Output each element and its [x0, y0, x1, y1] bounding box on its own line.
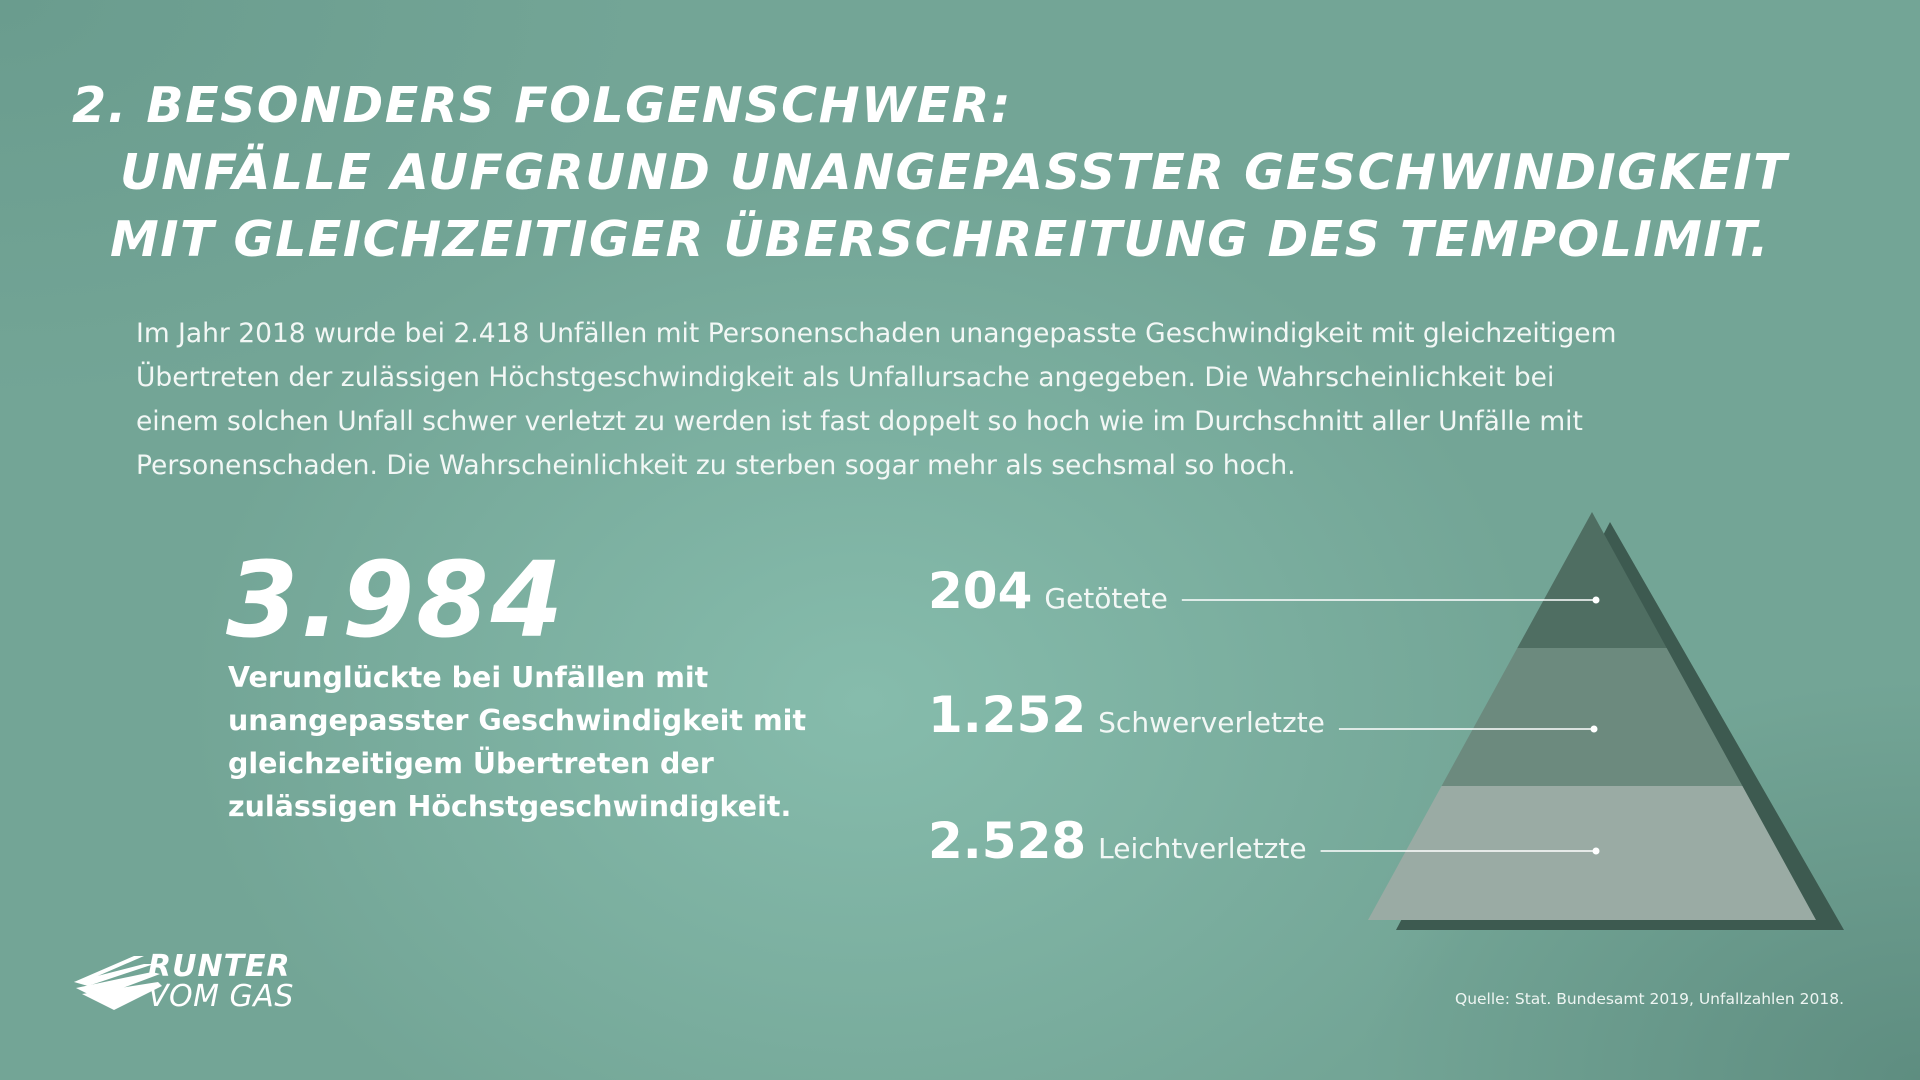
intro-line-1: Im Jahr 2018 wurde bei 2.418 Unfällen mi… [136, 318, 1617, 349]
category-label-2: Schwerverletzte [1098, 706, 1325, 739]
intro-paragraph: Im Jahr 2018 wurde bei 2.418 Unfällen mi… [136, 312, 1856, 488]
value-label-3: 2.528 [928, 812, 1086, 870]
logo-text: RUNTER VOM GAS [148, 952, 294, 1012]
category-label-1: Getötete [1044, 582, 1167, 615]
intro-line-3: einem solchen Unfall schwer verletzt zu … [136, 406, 1583, 437]
intro-line-2: Übertreten der zulässigen Höchstgeschwin… [136, 362, 1555, 393]
pyramid-tier-2 [1441, 648, 1743, 786]
leader-dot-1 [1592, 596, 1600, 604]
headline-line-1: 2. BESONDERS FOLGENSCHWER: [72, 77, 1012, 134]
leader-dot-2 [1590, 725, 1598, 733]
headline: 2. BESONDERS FOLGENSCHWER: UNFÄLLE AUFGR… [72, 72, 1788, 273]
headline-line-3: MIT GLEICHZEITIGER ÜBERSCHREITUNG DES TE… [110, 211, 1770, 268]
total-desc-line-4: zulässigen Höchstgeschwindigkeit. [228, 790, 792, 823]
value-label-2: 1.252 [928, 686, 1086, 744]
pyramid-tier-1 [1517, 512, 1667, 648]
total-casualties-description: Verunglückte bei Unfällen mit unangepass… [228, 656, 848, 828]
leader-dot-3 [1592, 847, 1600, 855]
total-desc-line-3: gleichzeitigem Übertreten der [228, 747, 714, 780]
headline-line-2: UNFÄLLE AUFGRUND UNANGEPASSTER GESCHWIND… [120, 144, 1789, 201]
pyramid-tier-3 [1368, 786, 1816, 920]
runter-vom-gas-logo-icon [74, 956, 162, 1010]
logo-line-2: VOM GAS [148, 979, 294, 1014]
category-label-3: Leichtverletzte [1098, 832, 1306, 865]
total-casualties-number: 3.984 [226, 539, 565, 661]
total-desc-line-2: unangepasster Geschwindigkeit mit [228, 704, 807, 737]
total-desc-line-1: Verunglückte bei Unfällen mit [228, 661, 709, 694]
source-note: Quelle: Stat. Bundesamt 2019, Unfallzahl… [1455, 990, 1844, 1008]
intro-line-4: Personenschaden. Die Wahrscheinlichkeit … [136, 450, 1296, 481]
value-label-1: 204 [928, 562, 1032, 620]
logo-line-1: RUNTER [148, 949, 291, 984]
